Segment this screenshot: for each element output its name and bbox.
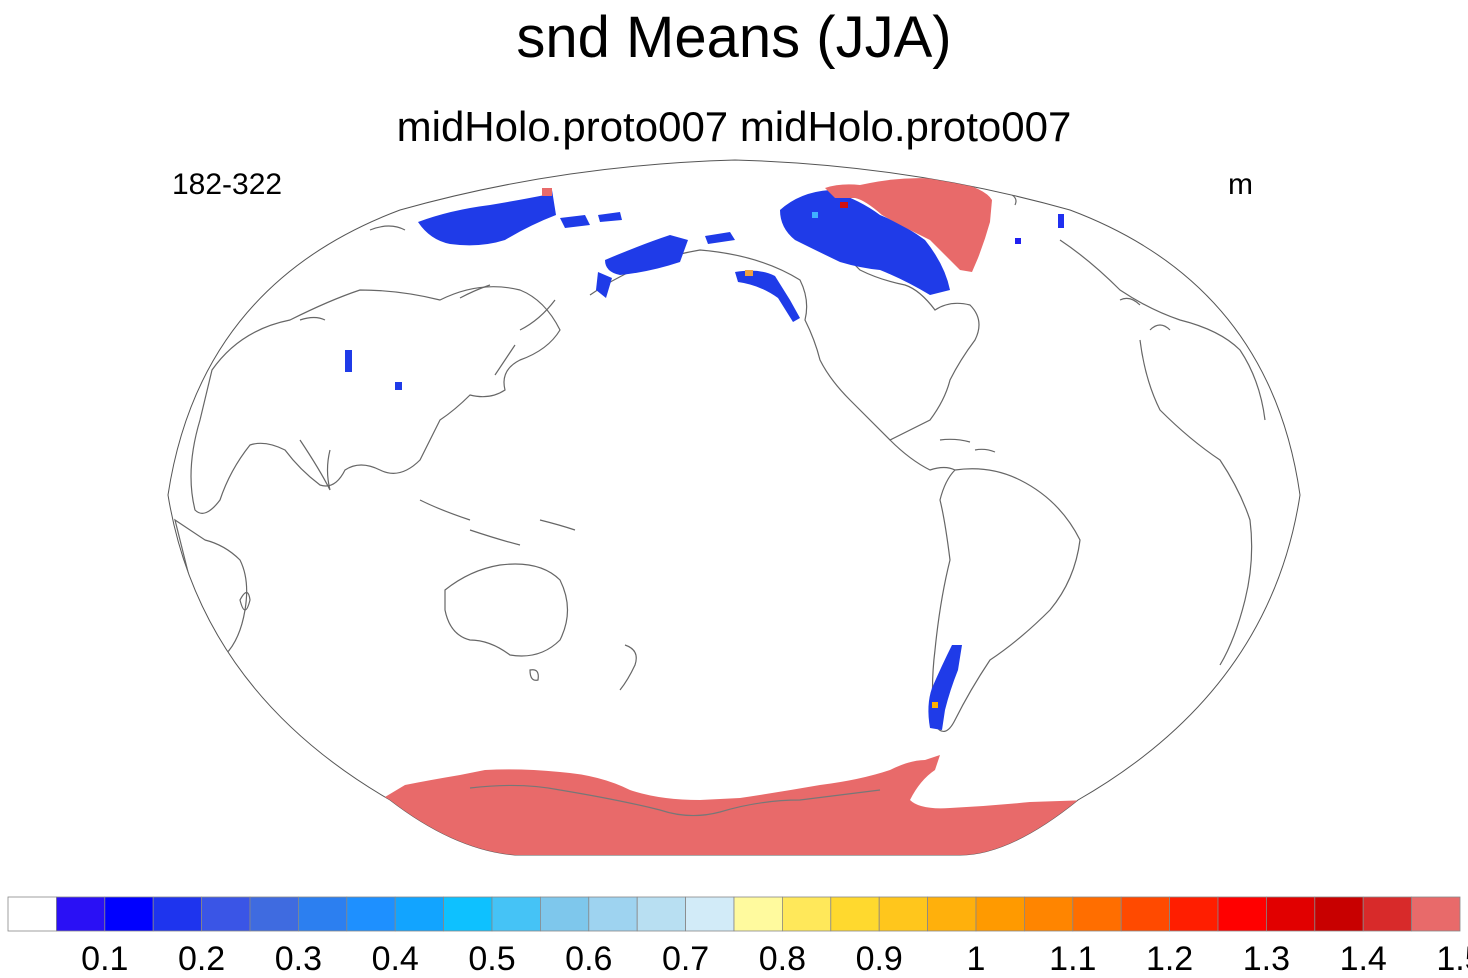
chart-title: snd Means (JJA) bbox=[516, 5, 952, 70]
colorbar-box bbox=[685, 896, 735, 932]
snow-greenland bbox=[825, 178, 992, 272]
chart-subtitle: midHolo.proto007 midHolo.proto007 bbox=[396, 103, 1072, 150]
colorbar-boxes bbox=[7, 896, 1461, 932]
colorbar-box bbox=[1072, 896, 1122, 932]
colorbar-label: 1.2 bbox=[1146, 940, 1193, 978]
colorbar-label: 0.6 bbox=[565, 940, 612, 978]
colorbar-label: 0.5 bbox=[468, 940, 515, 978]
colorbar-box bbox=[1217, 896, 1267, 932]
colorbar-box bbox=[1120, 896, 1170, 932]
colorbar-label: 1.3 bbox=[1243, 940, 1290, 978]
colorbar-box bbox=[540, 896, 590, 932]
colorbar-box bbox=[249, 896, 299, 932]
colorbar-box bbox=[1169, 896, 1219, 932]
antarctic-coastline bbox=[469, 784, 881, 817]
colorbar-box bbox=[104, 896, 154, 932]
colorbar-box bbox=[152, 896, 202, 932]
snow-alaska bbox=[735, 270, 800, 322]
colorbar-box bbox=[297, 896, 348, 932]
colorbar-label: 0.3 bbox=[275, 940, 322, 978]
snow-eurasia bbox=[345, 190, 735, 390]
colorbar-box bbox=[782, 896, 832, 932]
colorbar-box bbox=[201, 896, 251, 932]
colorbar-labels: 0.1 0.2 0.3 0.4 0.5 0.6 0.7 0.8 0.9 1 1.1 1.2 1.3 1.4… bbox=[81, 940, 1468, 978]
colorbar-label: 0.4 bbox=[372, 940, 419, 978]
time-range-label: 182-322 bbox=[172, 168, 283, 201]
colorbar-box bbox=[733, 896, 783, 932]
colorbar-label: 0.7 bbox=[662, 940, 709, 978]
colorbar-box bbox=[491, 896, 541, 932]
colorbar-label: 0.8 bbox=[759, 940, 806, 978]
colorbar-box bbox=[636, 896, 687, 932]
units-label: m bbox=[1228, 168, 1253, 201]
colorbar-label: 0.9 bbox=[856, 940, 903, 978]
snow-antarctica bbox=[370, 755, 1100, 855]
colorbar-label: 1.5 bbox=[1436, 940, 1468, 978]
colorbar-box bbox=[1411, 896, 1461, 932]
colorbar-label: 1 bbox=[967, 940, 986, 978]
snow-patagonia bbox=[928, 645, 962, 730]
colorbar-box bbox=[1024, 896, 1074, 932]
colorbar-box bbox=[1362, 896, 1412, 932]
colorbar-box bbox=[7, 896, 57, 932]
colorbar-label: 1.1 bbox=[1049, 940, 1096, 978]
colorbar-label: 1.4 bbox=[1340, 940, 1387, 978]
colorbar-box bbox=[1314, 896, 1364, 932]
colorbar-box bbox=[830, 896, 880, 932]
colorbar-box bbox=[443, 896, 493, 932]
colorbar-label: 0.1 bbox=[81, 940, 128, 978]
colorbar-box bbox=[975, 896, 1025, 932]
colorbar-box bbox=[878, 896, 929, 932]
colorbar-box bbox=[927, 896, 977, 932]
colorbar-box bbox=[394, 896, 445, 932]
colorbar-box bbox=[56, 896, 106, 932]
colorbar-box bbox=[1266, 896, 1316, 932]
colorbar-box bbox=[346, 896, 396, 932]
colorbar-label: 0.2 bbox=[178, 940, 225, 978]
colorbar-box bbox=[588, 896, 638, 932]
